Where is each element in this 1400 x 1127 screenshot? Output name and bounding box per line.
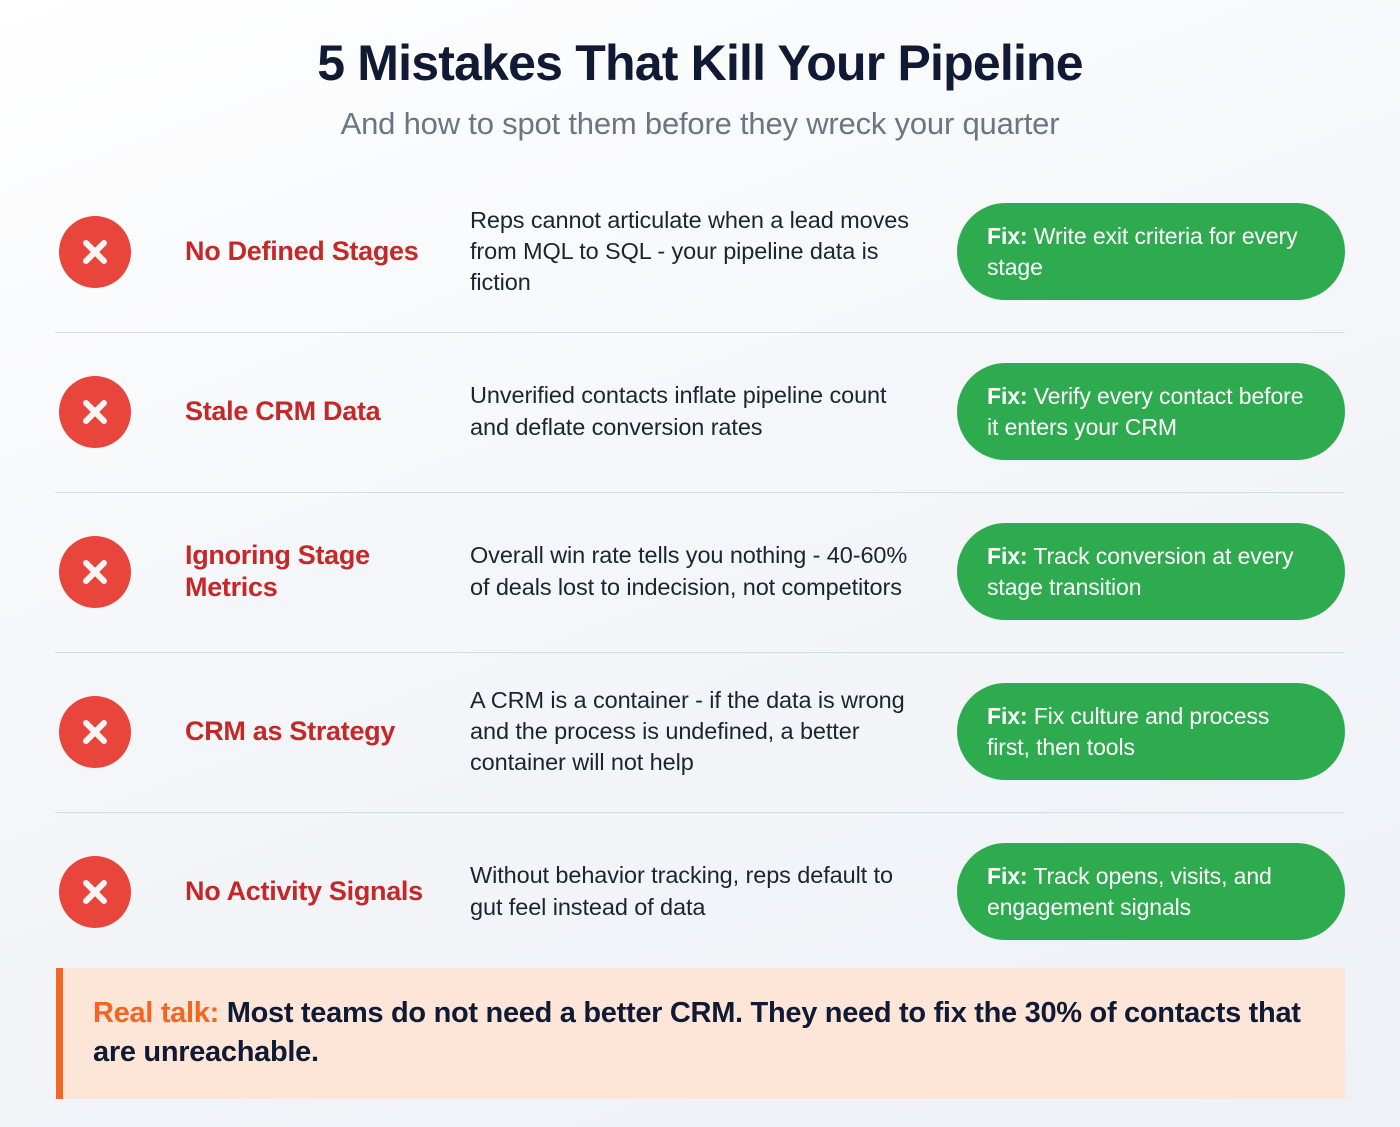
fix-label: Fix: — [987, 383, 1028, 410]
mistake-title: Ignoring Stage Metrics — [185, 539, 370, 602]
mistake-icon-cell — [55, 535, 185, 608]
fix-text: Track conversion at every stage transiti… — [987, 543, 1294, 600]
fix-text: Fix culture and process first, then tool… — [987, 703, 1270, 760]
fix-text: Write exit criteria for every stage — [987, 223, 1298, 280]
fix-label: Fix: — [987, 703, 1028, 730]
mistake-row: CRM as Strategy A CRM is a container - i… — [55, 651, 1345, 812]
x-mark-icon — [59, 855, 131, 928]
mistake-row: No Defined Stages Reps cannot articulate… — [55, 172, 1345, 332]
fix-label: Fix: — [987, 543, 1028, 570]
callout-label: Real talk: — [93, 997, 219, 1029]
x-mark-icon — [59, 375, 131, 448]
mistake-row: No Activity Signals Without behavior tra… — [55, 811, 1345, 972]
callout-text: Real talk: Most teams do not need a bett… — [93, 994, 1315, 1071]
mistake-description: Without behavior tracking, reps default … — [470, 862, 893, 920]
fix-pill: Fix: Verify every contact before it ente… — [957, 363, 1345, 460]
fix-pill: Fix: Write exit criteria for every stage — [957, 203, 1345, 300]
mistake-description: Overall win rate tells you nothing - 40-… — [470, 542, 908, 600]
x-mark-icon — [59, 695, 131, 768]
mistake-icon-cell — [55, 215, 185, 288]
mistake-row: Stale CRM Data Unverified contacts infla… — [55, 331, 1345, 492]
mistake-description: Reps cannot articulate when a lead moves… — [470, 206, 909, 296]
mistake-description: A CRM is a container - if the data is wr… — [470, 686, 905, 776]
page-title: 5 Mistakes That Kill Your Pipeline — [317, 35, 1083, 91]
fix-cell: Fix: Verify every contact before it ente… — [957, 363, 1345, 460]
mistake-icon-cell — [55, 695, 185, 768]
mistake-title: CRM as Strategy — [185, 715, 396, 746]
mistake-row: Ignoring Stage Metrics Overall win rate … — [55, 491, 1345, 652]
fix-pill: Fix: Fix culture and process first, then… — [957, 683, 1345, 780]
mistake-title: Stale CRM Data — [185, 395, 381, 426]
mistake-list: No Defined Stages Reps cannot articulate… — [0, 172, 1400, 972]
fix-cell: Fix: Track opens, visits, and engagement… — [957, 843, 1345, 940]
mistake-description: Unverified contacts inflate pipeline cou… — [470, 382, 887, 440]
mistake-title: No Defined Stages — [185, 235, 419, 266]
mistake-title: No Activity Signals — [185, 875, 423, 906]
mistake-icon-cell — [55, 855, 185, 928]
fix-label: Fix: — [987, 863, 1028, 890]
real-talk-callout: Real talk: Most teams do not need a bett… — [56, 968, 1345, 1100]
fix-pill: Fix: Track conversion at every stage tra… — [957, 523, 1345, 620]
mistake-icon-cell — [55, 375, 185, 448]
callout-body: Most teams do not need a better CRM. The… — [93, 997, 1301, 1068]
x-mark-icon — [59, 215, 131, 288]
fix-text: Verify every contact before it enters yo… — [987, 383, 1304, 440]
fix-pill: Fix: Track opens, visits, and engagement… — [957, 843, 1345, 940]
fix-cell: Fix: Track conversion at every stage tra… — [957, 523, 1345, 620]
fix-text: Track opens, visits, and engagement sign… — [987, 863, 1272, 920]
x-mark-icon — [59, 535, 131, 608]
fix-cell: Fix: Fix culture and process first, then… — [957, 683, 1345, 780]
header: 5 Mistakes That Kill Your Pipeline And h… — [0, 0, 1400, 142]
fix-cell: Fix: Write exit criteria for every stage — [957, 203, 1345, 300]
fix-label: Fix: — [987, 223, 1028, 250]
page-subtitle: And how to spot them before they wreck y… — [340, 106, 1060, 141]
